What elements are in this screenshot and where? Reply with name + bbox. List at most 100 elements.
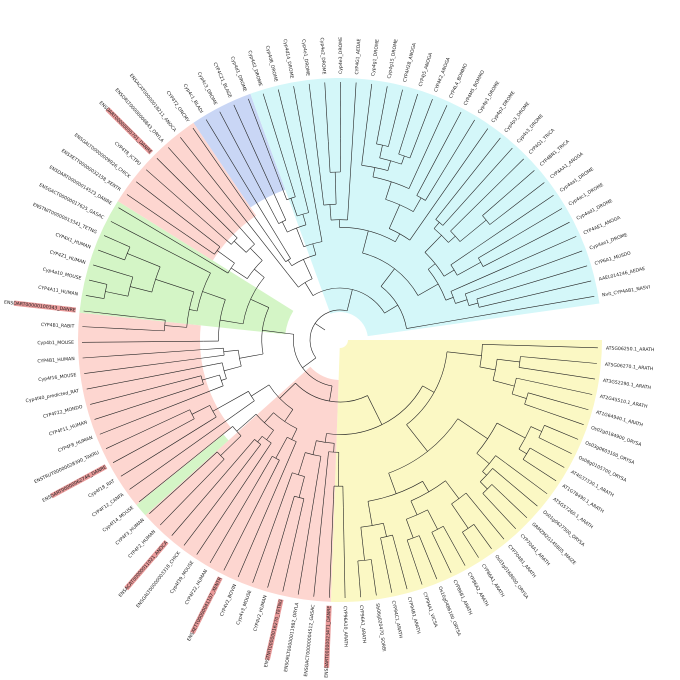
branch-arc bbox=[328, 451, 339, 453]
branch bbox=[205, 385, 224, 394]
clade-sector bbox=[193, 93, 286, 208]
branch bbox=[302, 357, 317, 369]
branch bbox=[224, 238, 232, 245]
leaf-label: ENSACAT00000011021_ANOCA bbox=[118, 539, 170, 598]
branch bbox=[529, 447, 551, 460]
branch bbox=[518, 448, 527, 455]
leaf-branch bbox=[105, 422, 162, 449]
branch bbox=[476, 295, 487, 300]
leaf-branch bbox=[535, 467, 557, 482]
branch bbox=[298, 452, 306, 475]
branch bbox=[250, 298, 269, 308]
leaf-label: ENSDART00000023471_DANRE bbox=[324, 606, 333, 678]
leaf-label: AT5G06270.1_ARATH bbox=[605, 362, 654, 372]
leaf-branch bbox=[444, 119, 475, 170]
leaf-label: GRMZM2G145805_MAIZE bbox=[530, 522, 577, 567]
branch bbox=[479, 366, 496, 371]
branch bbox=[296, 227, 305, 247]
leaf-branch bbox=[498, 182, 545, 219]
leaf-label: ENSACAT00000018211_ANOCA bbox=[128, 73, 178, 134]
branch bbox=[410, 500, 418, 516]
branch bbox=[202, 347, 224, 350]
leaf-label: CYP4F11_HUMAN bbox=[48, 420, 88, 438]
branch bbox=[277, 175, 287, 200]
leaf-branch bbox=[550, 459, 565, 468]
branch-arc bbox=[518, 356, 521, 368]
branch bbox=[333, 443, 335, 453]
branch bbox=[450, 247, 477, 266]
branch bbox=[538, 437, 550, 444]
leaf-branch bbox=[120, 424, 205, 477]
leaf-label: CYP86B1_ARATH bbox=[451, 579, 473, 616]
branch bbox=[398, 139, 404, 155]
leaf-branch bbox=[196, 450, 267, 555]
branch bbox=[480, 481, 488, 490]
leaf-label: Cyp4d14_DROME bbox=[282, 38, 295, 79]
leaf-branch bbox=[171, 444, 251, 536]
leaf-branch bbox=[488, 170, 535, 211]
leaf-label: AT3G52290.1_ARATH bbox=[602, 378, 651, 391]
clade-sector bbox=[117, 122, 257, 261]
leaf-label: Cyp4g15_DROME bbox=[386, 39, 399, 80]
leaf-branch bbox=[486, 265, 588, 297]
branch bbox=[492, 380, 515, 387]
branch bbox=[446, 351, 482, 356]
leaf-label: CYP6A1_MUSDO bbox=[594, 250, 632, 267]
branch bbox=[482, 209, 490, 216]
leaf-branch bbox=[93, 264, 121, 274]
clade-sector bbox=[79, 201, 294, 335]
branch bbox=[492, 468, 503, 477]
branch bbox=[448, 235, 456, 243]
leaf-label: Cyp4g1_DROME bbox=[370, 39, 381, 77]
branch bbox=[177, 418, 195, 429]
branch bbox=[236, 413, 257, 432]
branch bbox=[304, 282, 314, 296]
branch-arc bbox=[255, 413, 274, 431]
branch-arc bbox=[254, 439, 261, 445]
branch bbox=[530, 426, 542, 432]
branch bbox=[482, 471, 487, 476]
leaf-label: CYP4B1_RABIT bbox=[41, 322, 75, 330]
leaf-branch bbox=[427, 112, 462, 175]
leaf-label: Sb06g020470_SORBI bbox=[374, 603, 387, 652]
branch-arc bbox=[230, 237, 238, 245]
branch bbox=[291, 496, 295, 504]
branch bbox=[118, 241, 131, 248]
leaf-branch bbox=[417, 105, 448, 170]
leaf-branch bbox=[329, 499, 334, 598]
branch bbox=[223, 349, 239, 352]
branch bbox=[318, 166, 325, 206]
branch bbox=[357, 560, 360, 582]
branch bbox=[388, 473, 397, 494]
branch bbox=[186, 375, 202, 380]
leaf-branch bbox=[489, 208, 563, 252]
leaf-label: ENSORLT00000006843_ORYLA bbox=[114, 87, 166, 144]
branch-arc bbox=[103, 284, 108, 299]
branch bbox=[235, 400, 255, 415]
branch bbox=[383, 523, 387, 537]
branch bbox=[455, 299, 468, 304]
branch-arc bbox=[389, 228, 410, 241]
branch-arc bbox=[482, 455, 496, 472]
branch bbox=[495, 455, 507, 464]
branch-arc bbox=[538, 425, 545, 438]
branch bbox=[303, 259, 313, 279]
leaf-branch bbox=[252, 497, 284, 583]
branch-arc bbox=[522, 447, 531, 460]
branch bbox=[220, 319, 244, 325]
leaf-label: CYP4L4_BOMMO bbox=[448, 62, 469, 99]
branch-arc bbox=[424, 252, 445, 277]
branch bbox=[489, 217, 499, 225]
branch bbox=[262, 330, 294, 335]
branch bbox=[333, 486, 335, 500]
leaf-branch bbox=[262, 93, 288, 171]
branch bbox=[282, 472, 293, 498]
branch bbox=[266, 430, 274, 440]
leaf-label: CYP4AE1_ANOGA bbox=[583, 215, 623, 237]
leaf-branch bbox=[505, 497, 528, 519]
branch bbox=[275, 437, 288, 459]
leaf-label: CYP86A2_ARATH bbox=[466, 571, 490, 607]
branch bbox=[205, 451, 218, 463]
branch bbox=[113, 255, 125, 261]
